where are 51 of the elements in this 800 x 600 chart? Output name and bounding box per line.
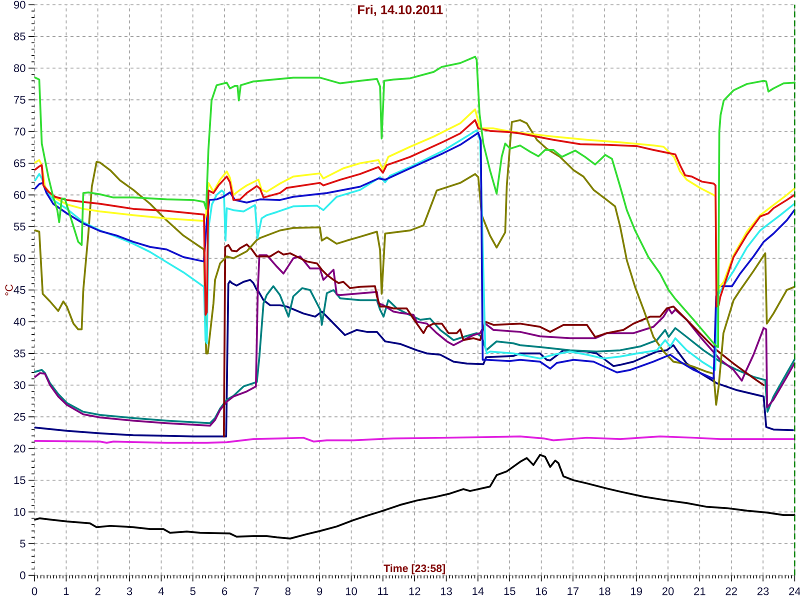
x-tick-label: 21 xyxy=(694,587,706,596)
x-tick-label: 4 xyxy=(158,587,164,595)
y-tick-label: 35 xyxy=(14,350,26,358)
x-tick-label: 10 xyxy=(346,587,357,596)
y-tick-label: 70 xyxy=(14,128,26,136)
y-tick-label: 5 xyxy=(20,540,26,548)
x-tick-label: 12 xyxy=(409,587,420,596)
line-series xyxy=(34,119,796,316)
y-tick-label: 0 xyxy=(20,571,26,580)
x-axis-title: Time [23:58] xyxy=(384,564,446,574)
line-series xyxy=(34,254,796,427)
y-tick-label: 90 xyxy=(14,0,26,9)
y-tick-label: 25 xyxy=(14,412,26,421)
y-tick-label: 15 xyxy=(14,476,26,484)
y-tick-label: 55 xyxy=(14,222,26,230)
x-tick-label: 7 xyxy=(254,587,259,595)
x-tick-label: 1 xyxy=(64,587,69,595)
y-tick-label: 65 xyxy=(14,159,26,168)
x-tick-label: 22 xyxy=(726,587,737,596)
line-series xyxy=(34,454,796,540)
y-tick-label: 85 xyxy=(14,32,26,40)
x-tick-label: 9 xyxy=(317,587,322,596)
y-tick-label: 50 xyxy=(14,254,26,262)
x-tick-label: 11 xyxy=(378,587,388,595)
x-tick-label: 17 xyxy=(568,587,579,595)
y-tick-label: 75 xyxy=(14,96,26,104)
x-tick-label: 5 xyxy=(190,587,196,596)
x-tick-label: 15 xyxy=(504,587,516,596)
chart-title: Fri, 14.10.2011 xyxy=(358,4,443,16)
x-tick-label: 0 xyxy=(32,587,38,596)
x-tick-label: 18 xyxy=(599,587,610,596)
x-tick-label: 13 xyxy=(440,587,452,596)
y-axis-title: °C xyxy=(5,284,13,296)
x-tick-label: 6 xyxy=(222,587,228,596)
y-tick-label: 60 xyxy=(14,191,26,199)
x-tick-label: 23 xyxy=(757,587,769,596)
x-tick-label: 19 xyxy=(631,587,642,596)
x-tick-label: 16 xyxy=(536,587,547,596)
y-tick-label: 40 xyxy=(14,318,26,326)
y-tick-label: 20 xyxy=(14,444,26,452)
y-tick-label: 80 xyxy=(14,64,26,72)
line-series xyxy=(34,56,796,348)
x-tick-label: 8 xyxy=(285,587,290,596)
x-tick-label: 20 xyxy=(662,587,674,596)
x-tick-label: 2 xyxy=(95,587,100,596)
y-tick-label: 10 xyxy=(14,508,26,516)
x-tick-label: 3 xyxy=(126,587,132,596)
x-tick-label: 14 xyxy=(472,587,484,595)
line-series xyxy=(34,436,796,444)
y-tick-label: 30 xyxy=(14,381,26,390)
y-tick-label: 45 xyxy=(14,286,26,294)
